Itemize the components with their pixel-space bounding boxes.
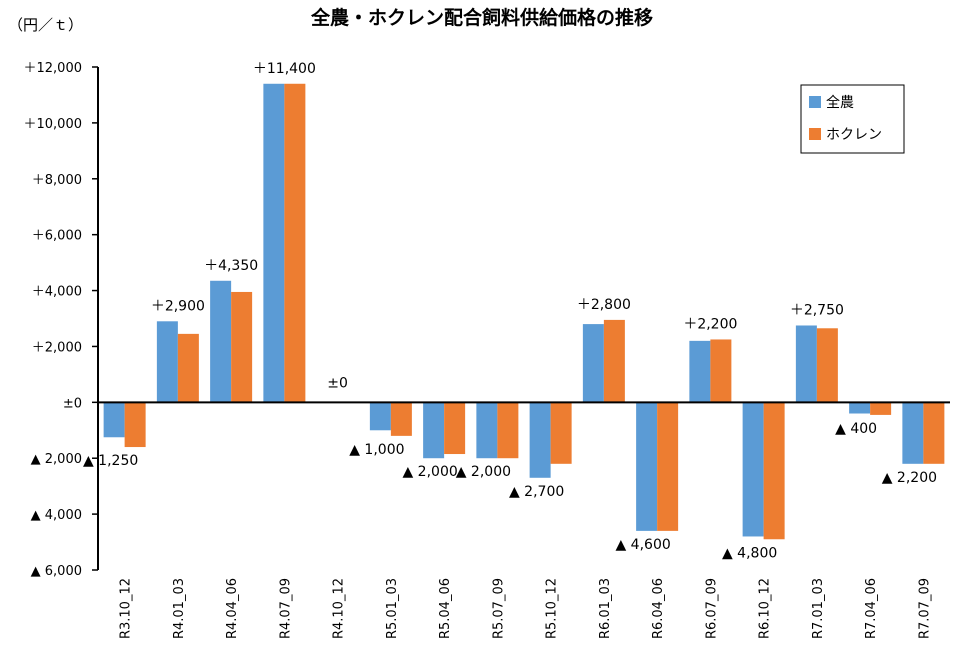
bar-hokuren — [124, 402, 146, 448]
x-tick-label: R5.04_06 — [438, 578, 453, 639]
x-tick-label: R6.10_12 — [758, 578, 773, 639]
bar-zennoh — [795, 325, 817, 403]
x-tick-label: R6.04_06 — [651, 578, 666, 639]
bar-hokuren — [923, 402, 945, 464]
y-tick-label: ＋12,000 — [24, 61, 83, 76]
legend-swatch — [809, 96, 821, 108]
legend-label: 全農 — [826, 94, 854, 111]
data-label: ±0 — [327, 375, 348, 391]
y-tick-label: ▲ 2,000 — [31, 452, 82, 467]
bar-zennoh — [263, 83, 285, 403]
x-tick-label: R7.07_09 — [917, 578, 932, 639]
bar-zennoh — [103, 402, 125, 438]
x-tick-label: R4.07_09 — [278, 578, 293, 639]
bar-zennoh — [636, 402, 658, 531]
data-label: ▲ 4,800 — [722, 545, 777, 561]
y-tick-label: ＋4,000 — [32, 285, 82, 300]
x-axis: R3.10_12 R4.01_03 R4.04_06 R4.07_09 R4.10_12… — [98, 401, 950, 639]
x-tick-label: R5.10_12 — [545, 578, 560, 639]
bar-hokuren — [177, 333, 199, 403]
chart-title: 全農・ホクレン配合飼料供給価格の推移 — [310, 6, 653, 29]
bar-zennoh — [529, 402, 551, 478]
bar-zennoh — [849, 402, 871, 414]
data-label: ▲ 2,700 — [509, 484, 564, 500]
bar-hokuren — [763, 402, 785, 540]
data-label: ＋2,750 — [790, 302, 844, 318]
bar-hokuren — [497, 402, 519, 459]
bar-hokuren — [816, 328, 838, 403]
bar-hokuren — [231, 291, 253, 403]
x-tick-label: R7.01_03 — [811, 578, 826, 639]
bar-zennoh — [210, 280, 232, 403]
legend-swatch — [809, 128, 821, 140]
bar-hokuren — [444, 402, 466, 455]
bar-hokuren — [657, 402, 679, 531]
bar-hokuren — [550, 402, 572, 464]
bar-zennoh — [742, 402, 764, 537]
x-tick-label: R4.04_06 — [225, 578, 240, 639]
y-tick-label: ＋10,000 — [24, 117, 83, 132]
data-label: ＋2,200 — [683, 316, 737, 332]
data-label: ▲ 2,000 — [402, 464, 457, 480]
data-label: ＋4,350 — [204, 258, 258, 274]
y-tick-label: ±0 — [63, 396, 82, 411]
data-label: ▲ 2,000 — [456, 464, 511, 480]
legend-label: ホクレン — [826, 127, 882, 143]
data-label: ＋11,400 — [253, 61, 316, 77]
data-label-layer: ▲ 1,250 ＋2,900 ＋4,350 ＋11,400 ±0 ▲ 1,000 ▲ 2,0… — [83, 61, 937, 561]
bar-zennoh — [476, 402, 498, 459]
data-label: ＋2,900 — [151, 298, 205, 314]
bar-hokuren — [390, 402, 412, 436]
bar-zennoh — [689, 340, 711, 403]
bar-zennoh — [902, 402, 924, 464]
bar-hokuren — [710, 339, 732, 403]
data-label: ▲ 4,600 — [615, 537, 670, 553]
data-label: ▲ 1,250 — [83, 453, 138, 469]
bar-zennoh — [423, 402, 445, 459]
x-tick-label: R4.01_03 — [172, 578, 187, 639]
data-label: ▲ 2,200 — [882, 470, 937, 486]
x-tick-label: R5.01_03 — [385, 578, 400, 639]
y-axis: ＋12,000 ＋10,000 ＋8,000 ＋6,000 ＋4,000 ＋2,000 ±0… — [24, 61, 99, 579]
x-tick-label: R7.04_06 — [864, 578, 879, 639]
y-tick-label: ＋6,000 — [32, 229, 82, 244]
bar-zennoh — [156, 321, 178, 403]
bar-zennoh — [582, 324, 604, 403]
bar-hokuren — [870, 402, 892, 415]
x-tick-label: R6.01_03 — [598, 578, 613, 639]
y-tick-label: ▲ 4,000 — [31, 508, 82, 523]
unit-label: （円／ｔ） — [8, 16, 83, 34]
bar-hokuren — [284, 83, 306, 403]
data-label: ▲ 400 — [835, 421, 877, 437]
x-tick-label: R4.10_12 — [332, 578, 347, 639]
x-tick-label: R6.07_09 — [704, 578, 719, 639]
x-tick-label: R5.07_09 — [491, 578, 506, 639]
bar-hokuren — [603, 319, 625, 403]
x-tick-label: R3.10_12 — [119, 578, 134, 639]
bar-layer — [103, 83, 945, 540]
y-tick-label: ＋8,000 — [32, 173, 82, 188]
y-tick-label: ▲ 6,000 — [31, 564, 82, 579]
bar-zennoh — [369, 402, 391, 431]
y-tick-label: ＋2,000 — [32, 340, 82, 355]
data-label: ＋2,800 — [577, 297, 631, 313]
data-label: ▲ 1,000 — [349, 442, 404, 458]
